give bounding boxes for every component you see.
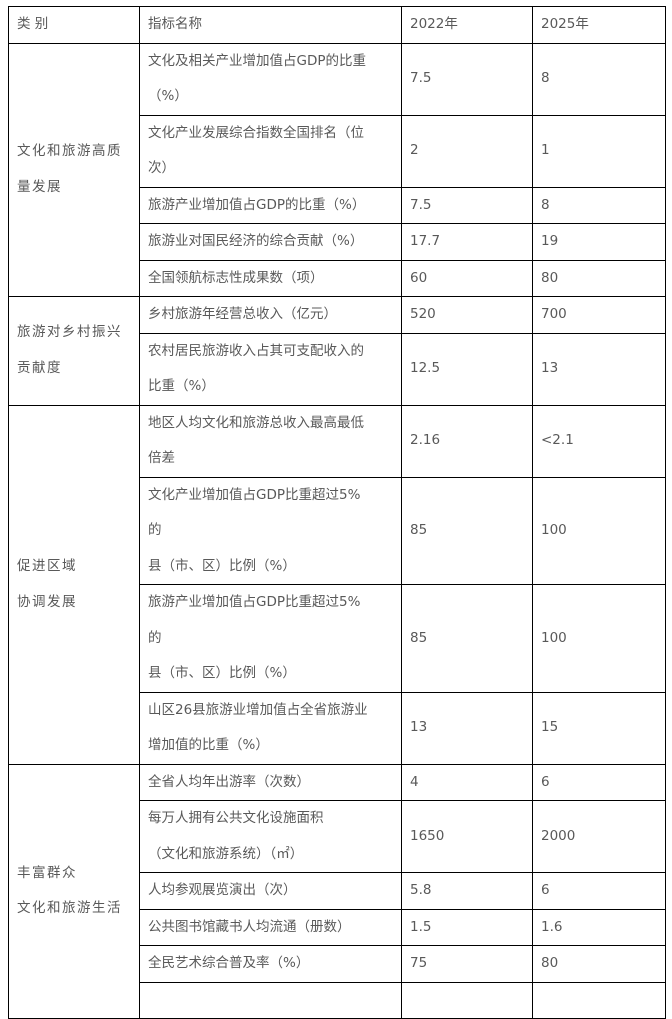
value-2025-cell: 1.6 [532,908,666,946]
indicator-name-cell: 文化产业发展综合指数全国排名（位 次） [139,114,402,188]
indicator-name-cell: 乡村旅游年经营总收入（亿元） [139,296,402,334]
indicator-name-cell: 全国领航标志性成果数（项） [139,259,402,297]
category-cell: 丰富群众 文化和旅游生活 [8,763,140,1019]
value-2022-cell: 12.5 [401,332,533,406]
value-2022-cell: 2.16 [401,404,533,478]
value-2025-cell: 13 [532,332,666,406]
value-2025-cell: 19 [532,223,666,261]
header-row: 类 别 指标名称 2022年 2025年 [8,6,666,44]
indicator-name-cell: 文化产业增加值占GDP比重超过5% 的 县（市、区）比例（%） [139,476,402,585]
value-2022-cell: 13 [401,691,533,765]
table-row: 每万人拥有公共文化设施面积 （文化和旅游系统）（㎡） 1650 2000 [9,800,666,873]
indicator-name-cell: 每万人拥有公共文化设施面积 （文化和旅游系统）（㎡） [139,800,402,873]
value-2022-cell: 2 [401,114,533,188]
indicator-name-cell: 山区26县旅游业增加值占全省旅游业 增加值的比重（%） [139,691,402,765]
value-2025-cell: 15 [532,691,666,765]
value-2025-cell: 2000 [532,800,666,873]
indicator-name-cell: 文化及相关产业增加值占GDP的比重 （%） [139,42,402,116]
table-row: 人均参观展览演出（次） 5.8 6 [9,872,666,910]
value-2025-cell: 100 [532,476,666,585]
indicator-name-cell: 全省人均年出游率（次数） [139,763,402,801]
table-row: 文化产业发展综合指数全国排名（位 次） 2 1 [9,114,666,188]
table-row: 山区26县旅游业增加值占全省旅游业 增加值的比重（%） 13 15 [9,691,666,765]
value-2022-cell: 75 [401,945,533,983]
indicator-name-cell: 公共图书馆藏书人均流通（册数） [139,908,402,946]
table-row: 文化和旅游高质 量发展 文化及相关产业增加值占GDP的比重 （%） 7.5 8 [8,42,666,297]
category-cell: 促进区域 协调发展 [8,404,140,765]
category-cell: 旅游对乡村振兴 贡献度 [8,296,140,406]
empty-cell [139,981,402,1019]
header-indicator: 指标名称 [139,6,402,44]
value-2022-cell: 17.7 [401,223,533,261]
value-2025-cell: 80 [532,259,666,297]
indicator-table: 类 别 指标名称 2022年 2025年 文化和旅游高质 量发展 文化及相关产业增… [8,6,666,1019]
table-row: 公共图书馆藏书人均流通（册数） 1.5 1.6 [9,908,666,946]
value-2022-cell: 1.5 [401,908,533,946]
value-2025-cell: 80 [532,945,666,983]
table-row: 旅游产业增加值占GDP比重超过5% 的 县（市、区）比例（%） 85 100 [9,584,666,693]
indicator-name-cell: 旅游业对国民经济的综合贡献（%） [139,223,402,261]
category-cell: 文化和旅游高质 量发展 [8,42,140,297]
value-2025-cell: <2.1 [532,404,666,478]
value-2025-cell: 6 [532,872,666,910]
header-2025: 2025年 [532,6,666,44]
value-2022-cell: 85 [401,476,533,585]
value-2025-cell: 100 [532,584,666,693]
indicator-name-cell: 人均参观展览演出（次） [139,872,402,910]
value-2025-cell: 700 [532,296,666,334]
indicator-name-cell: 农村居民旅游收入占其可支配收入的 比重（%） [139,332,402,406]
value-2025-cell: 8 [532,42,666,116]
table-row: 旅游产业增加值占GDP的比重（%） 7.5 8 [9,186,666,224]
indicator-name-cell: 全民艺术综合普及率（%） [139,945,402,983]
value-2022-cell: 1650 [401,800,533,873]
value-2022-cell: 7.5 [401,42,533,116]
value-2022-cell: 7.5 [401,186,533,224]
value-2022-cell: 520 [401,296,533,334]
value-2022-cell: 5.8 [401,872,533,910]
empty-cell [401,981,533,1019]
value-2025-cell: 6 [532,763,666,801]
indicator-name-cell: 地区人均文化和旅游总收入最高最低 倍差 [139,404,402,478]
value-2022-cell: 85 [401,584,533,693]
table-row: 旅游对乡村振兴 贡献度 乡村旅游年经营总收入（亿元） 520 700 [8,296,666,406]
table-row: 文化产业增加值占GDP比重超过5% 的 县（市、区）比例（%） 85 100 [9,476,666,585]
value-2022-cell: 4 [401,763,533,801]
header-category: 类 别 [8,6,140,44]
table-row: 全国领航标志性成果数（项） 60 80 [9,259,666,297]
header-2022: 2022年 [401,6,533,44]
value-2022-cell: 60 [401,259,533,297]
indicator-name-cell: 旅游产业增加值占GDP比重超过5% 的 县（市、区）比例（%） [139,584,402,693]
empty-cell [532,981,666,1019]
table-row: 农村居民旅游收入占其可支配收入的 比重（%） 12.5 13 [9,332,666,406]
indicator-name-cell: 旅游产业增加值占GDP的比重（%） [139,186,402,224]
table-row: 促进区域 协调发展 地区人均文化和旅游总收入最高最低 倍差 2.16 <2.1 [8,404,666,765]
value-2025-cell: 1 [532,114,666,188]
table-row: 旅游业对国民经济的综合贡献（%） 17.7 19 [9,223,666,261]
table-row: 丰富群众 文化和旅游生活 全省人均年出游率（次数） 4 6 [8,763,666,1019]
value-2025-cell: 8 [532,186,666,224]
